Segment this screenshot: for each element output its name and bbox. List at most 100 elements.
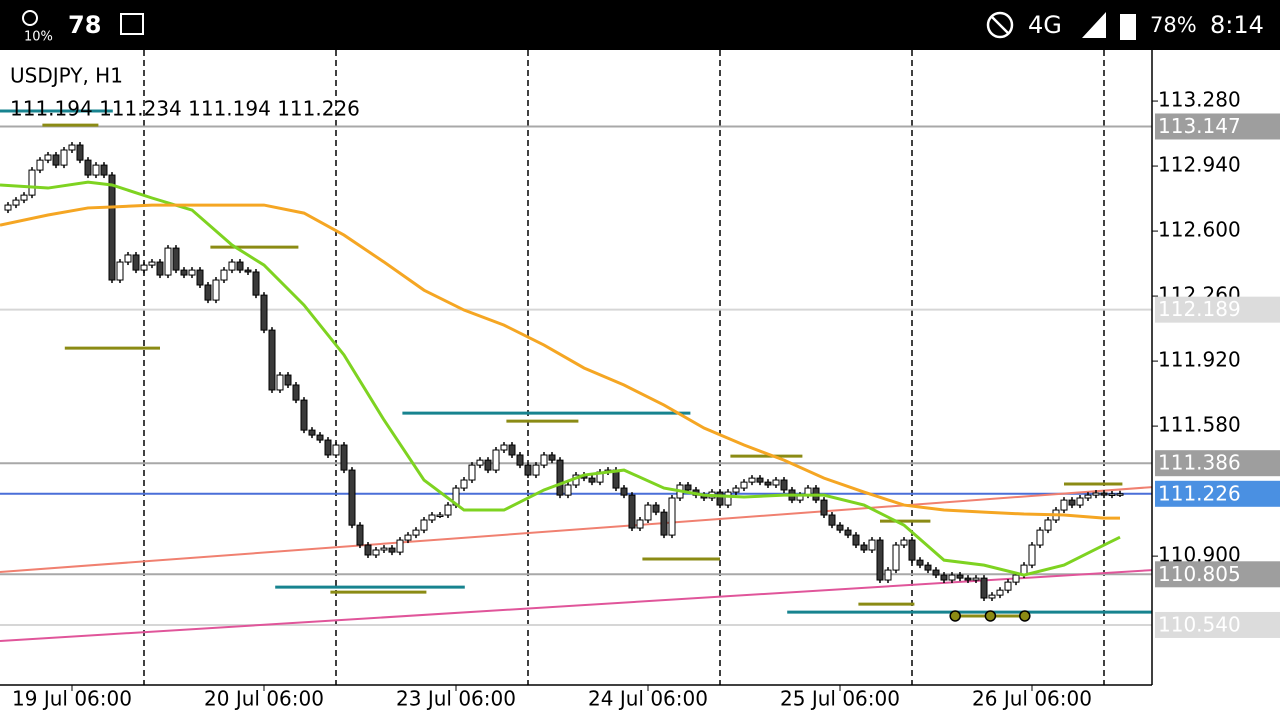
moving-average xyxy=(0,180,1121,577)
candle-body xyxy=(412,529,420,536)
candle-body xyxy=(1060,499,1068,511)
candle-body xyxy=(404,534,412,541)
price-label-box xyxy=(1155,296,1280,323)
candle-body xyxy=(980,577,988,599)
x-tick-label: 26 Jul 06:00 xyxy=(972,687,1092,711)
plot: 113.280112.940112.600112.260111.920111.5… xyxy=(0,50,1280,711)
moving-average xyxy=(0,203,1120,520)
weather-icon xyxy=(22,10,38,26)
image-icon xyxy=(120,13,144,35)
candle-body xyxy=(964,577,972,581)
candle-body xyxy=(1084,494,1092,499)
candle-body xyxy=(268,329,276,391)
candle-body xyxy=(428,514,436,521)
candle-body xyxy=(636,519,644,529)
ohlc: 111.194 111.234 111.194 111.226 xyxy=(10,97,360,121)
candle-body xyxy=(1116,493,1124,496)
candle-body xyxy=(732,487,740,493)
network: 4G xyxy=(1028,11,1062,39)
candle-body xyxy=(660,511,668,536)
candle-body xyxy=(916,559,924,566)
candle-body xyxy=(724,491,732,506)
candle-body xyxy=(868,539,876,551)
candle-body xyxy=(1036,529,1044,546)
candle-body xyxy=(292,384,300,401)
dnd-icon xyxy=(986,11,1014,39)
candle-body xyxy=(1028,544,1036,566)
candle-body xyxy=(204,284,212,301)
price-label: 111.386 xyxy=(1158,451,1241,475)
candle-body xyxy=(492,449,500,471)
candle-body xyxy=(516,454,524,466)
candle-body xyxy=(28,169,36,196)
candle-body xyxy=(124,254,132,263)
price-label: 111.226 xyxy=(1158,481,1241,505)
candle-body xyxy=(308,429,316,436)
battery: 78% xyxy=(1150,13,1197,37)
candle-body xyxy=(772,479,780,486)
candle-body xyxy=(436,514,444,518)
candle-body xyxy=(92,164,100,176)
candle-body xyxy=(1012,574,1020,583)
price-label: 113.147 xyxy=(1158,114,1241,138)
symbol: USDJPY, H1 xyxy=(10,64,123,88)
candle-body xyxy=(84,159,92,176)
candle-body xyxy=(4,204,12,211)
candle-body xyxy=(380,547,388,551)
temperature: 78 xyxy=(68,11,101,39)
price-label-box xyxy=(1155,450,1280,477)
candle-body xyxy=(820,499,828,516)
candle-body xyxy=(332,444,340,456)
trendline xyxy=(0,569,1152,643)
candle-body xyxy=(220,269,228,281)
price-label: 110.540 xyxy=(1158,612,1241,636)
candle-body xyxy=(236,261,244,271)
candle-body xyxy=(476,459,484,466)
candle-body xyxy=(484,459,492,471)
candle-body xyxy=(156,261,164,276)
candle-body xyxy=(244,269,252,273)
x-tick-label: 20 Jul 06:00 xyxy=(204,687,324,711)
candle-body xyxy=(364,544,372,556)
candle-body xyxy=(500,444,508,451)
candle-body xyxy=(348,469,356,526)
candle-body xyxy=(60,149,68,166)
candle-body xyxy=(628,494,636,529)
candle-body xyxy=(852,534,860,546)
plot-area xyxy=(0,50,1152,685)
candle-body xyxy=(284,374,292,386)
candle-body xyxy=(668,497,676,536)
candle-body xyxy=(260,294,268,331)
candle-body xyxy=(44,154,52,161)
candle-body xyxy=(564,484,572,496)
candle-body xyxy=(300,399,308,431)
price-label-box xyxy=(1155,561,1280,588)
y-tick-label: 111.580 xyxy=(1158,413,1241,437)
candle-body xyxy=(524,464,532,476)
candle-body xyxy=(36,159,44,171)
x-tick-label: 25 Jul 06:00 xyxy=(780,687,900,711)
candle-body xyxy=(988,594,996,599)
candle-body xyxy=(996,589,1004,596)
candle-body xyxy=(252,271,260,296)
candle-body xyxy=(468,464,476,481)
candle-body xyxy=(588,477,596,483)
candle-body xyxy=(228,261,236,271)
trendline xyxy=(0,486,1152,573)
clock: 8:14 xyxy=(1210,11,1264,39)
candle-body xyxy=(1100,492,1108,496)
candle-body xyxy=(132,254,140,271)
candle-body xyxy=(924,564,932,571)
candle-body xyxy=(828,514,836,526)
candle-body xyxy=(108,174,116,281)
candle-body xyxy=(316,434,324,441)
x-tick-label: 24 Jul 06:00 xyxy=(588,687,708,711)
candle-body xyxy=(756,477,764,483)
candle-body xyxy=(76,144,84,161)
candle-body xyxy=(164,247,172,276)
price-label-box xyxy=(1155,113,1280,140)
candle-body xyxy=(956,574,964,579)
candle-body xyxy=(892,544,900,571)
